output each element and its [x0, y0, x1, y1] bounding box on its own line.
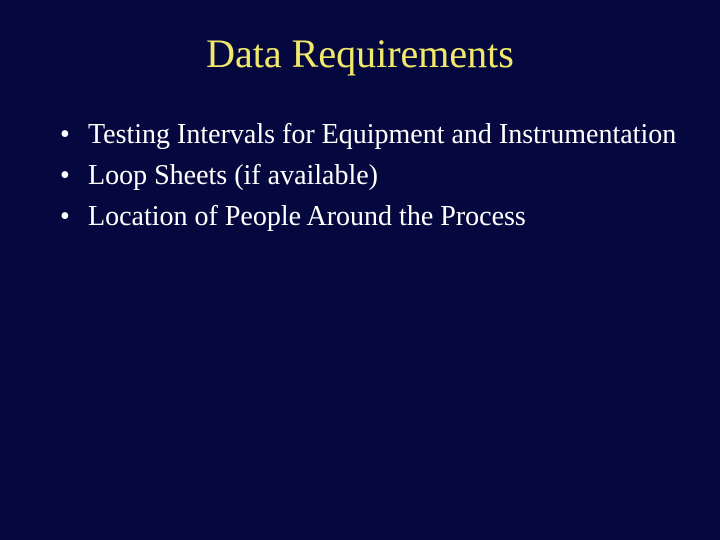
- bullet-list: Testing Intervals for Equipment and Inst…: [60, 117, 680, 234]
- list-item: Location of People Around the Process: [60, 199, 680, 234]
- list-item: Testing Intervals for Equipment and Inst…: [60, 117, 680, 152]
- list-item: Loop Sheets (if available): [60, 158, 680, 193]
- slide: Data Requirements Testing Intervals for …: [0, 0, 720, 540]
- slide-title: Data Requirements: [40, 30, 680, 77]
